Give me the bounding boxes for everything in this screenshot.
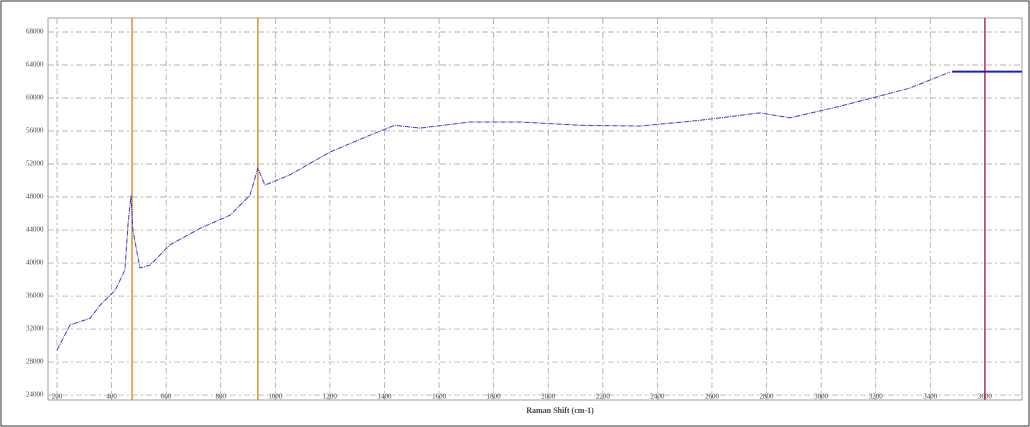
x-tick-label: 2400 xyxy=(650,393,665,401)
x-tick-label: 2600 xyxy=(705,393,720,401)
x-axis-label: Raman Shift (cm-1) xyxy=(526,406,594,415)
y-tick-label: 64000 xyxy=(26,61,44,69)
x-tick-label: 1600 xyxy=(432,393,447,401)
x-tick-label: 400 xyxy=(106,393,117,401)
y-tick-label: 44000 xyxy=(26,226,44,234)
x-tick-label: 1800 xyxy=(487,393,502,401)
plot-area xyxy=(47,17,1023,401)
x-tick-label: 2000 xyxy=(541,393,556,401)
x-tick-label: 2800 xyxy=(760,393,775,401)
y-tick-label: 52000 xyxy=(26,160,44,168)
x-tick-label: 600 xyxy=(161,393,172,401)
y-tick-label: 28000 xyxy=(26,358,44,366)
x-tick-label: 1000 xyxy=(268,393,283,401)
y-tick-label: 40000 xyxy=(26,259,44,267)
x-tick-label: 3200 xyxy=(869,393,884,401)
x-tick-label: 1200 xyxy=(323,393,338,401)
x-tick-label: 200 xyxy=(52,393,63,401)
x-tick-label: 3400 xyxy=(923,393,938,401)
y-tick-label: 60000 xyxy=(26,94,44,102)
x-tick-label: 1400 xyxy=(377,393,392,401)
y-tick-label: 48000 xyxy=(26,193,44,201)
y-tick-label: 68000 xyxy=(26,28,44,36)
x-tick-label: 800 xyxy=(215,393,226,401)
y-tick-label: 32000 xyxy=(26,325,44,333)
x-tick-label: 3000 xyxy=(814,393,829,401)
y-tick-label: 56000 xyxy=(26,127,44,135)
y-tick-label: 24000 xyxy=(26,391,44,399)
y-tick-label: 36000 xyxy=(26,292,44,300)
x-tick-label: 2200 xyxy=(596,393,611,401)
